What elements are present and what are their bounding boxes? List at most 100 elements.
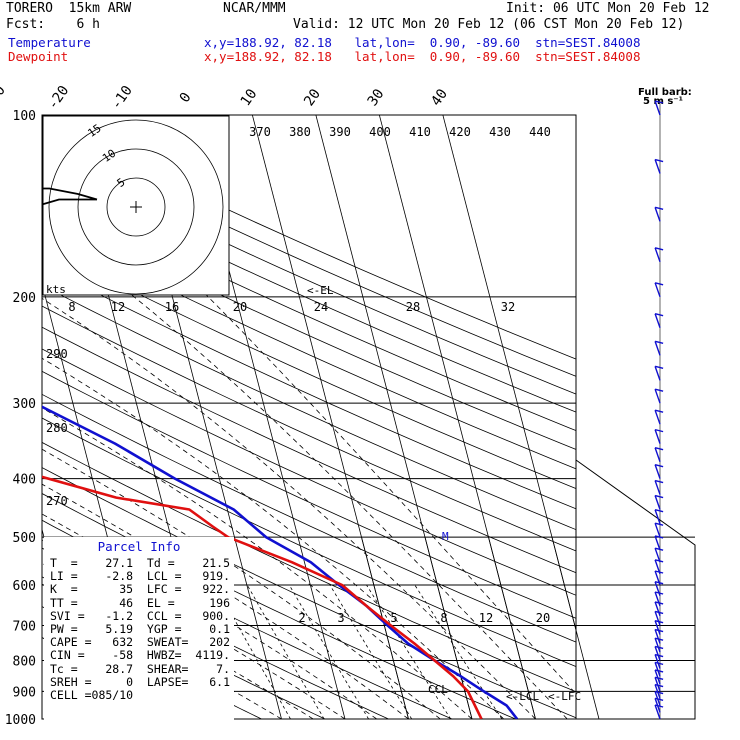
- wind-barb-550: [654, 547, 664, 563]
- mixing-ratio-label-3: 3: [337, 611, 344, 625]
- moist-adiabat-20: [42, 407, 473, 719]
- parcel-row: LI = -2.8 LCL = 919.: [50, 569, 231, 584]
- parcel-row: T = 27.1 Td = 21.5: [50, 556, 231, 570]
- moist-adiabat-35: [42, 226, 568, 719]
- wind-barb-500: [654, 522, 664, 538]
- wind-barb-675: [654, 601, 664, 617]
- wind-barb-900: [654, 676, 664, 692]
- hodo-speed-label-32: 32: [501, 300, 515, 314]
- wind-barb-175: [654, 247, 664, 263]
- pressure-label-200: 200: [13, 291, 36, 306]
- init-time: Init: 06 UTC Mon 20 Feb 12: [506, 1, 710, 16]
- temp-label--30: -30: [0, 83, 9, 113]
- mixing-ratio-3: [246, 584, 325, 719]
- wind-barb-875: [654, 669, 664, 685]
- mixing-ratio-8: [329, 584, 413, 719]
- hodo-speed-label-16: 16: [165, 300, 179, 314]
- dry-adiabat-390: [42, 284, 576, 531]
- wind-barb-525: [654, 535, 664, 551]
- parcel-row: PW = 5.19 YGP = 0.1: [50, 622, 231, 636]
- wind-barb-425: [654, 479, 664, 495]
- parcel-row: SREH = 0 LAPSE= 6.1: [50, 674, 231, 689]
- wind-barb-125: [654, 158, 664, 174]
- wind-barb-300: [654, 388, 664, 404]
- mixing-ratio-label-8: 8: [440, 611, 447, 625]
- wind-barb-200: [654, 282, 664, 298]
- hodo-ring-3: [48, 119, 224, 295]
- parcel-info-title: Parcel Info: [97, 539, 181, 554]
- barb-title: Full barb:: [638, 87, 692, 98]
- chart-frame: [41, 100, 696, 720]
- wind-barb-725: [654, 619, 664, 635]
- wind-barb-350: [654, 428, 664, 444]
- wind-barb-850: [654, 661, 664, 677]
- temp-label-20: 20: [301, 86, 324, 109]
- parcel-row: CAPE = 632 SWEAT= 202: [50, 635, 231, 650]
- wind-barb-325: [654, 409, 664, 425]
- parcel-row: TT = 46 EL = 196: [50, 595, 231, 610]
- wind-barb-250: [654, 340, 664, 356]
- wind-barbs: [654, 100, 664, 720]
- wind-barb-825: [654, 653, 664, 669]
- parcel-row: Tc = 28.7 SHEAR= 7.: [50, 661, 231, 676]
- dry-adiabat-430: [42, 207, 576, 450]
- axis-labels: 1002003004005006007008009001000-80-70-60…: [0, 83, 692, 728]
- lower-isotherm-30: [488, 537, 536, 719]
- dry-adiabat-460: [42, 153, 576, 395]
- moist-adiabat-10: [42, 483, 409, 719]
- hodo-speed-label-8: 8: [68, 300, 75, 314]
- wind-barb-775: [654, 637, 664, 653]
- forecast-hour: Fcst: 6 h: [6, 17, 100, 32]
- dewpoint-line: [42, 475, 483, 719]
- level-label-4: <-LFC: [548, 690, 581, 703]
- plot-border: [41, 114, 577, 720]
- dry-adiabat-480: [42, 119, 576, 360]
- dry-adiabat-330: [42, 417, 576, 667]
- mixing-ratio-label-20: 20: [536, 611, 550, 625]
- temperature-location: x,y=188.92, 82.18 lat,lon= 0.90, -89.60 …: [204, 35, 641, 50]
- dewpoint-location: x,y=188.92, 82.18 lat,lon= 0.90, -89.60 …: [204, 49, 641, 64]
- wind-barb-225: [654, 313, 664, 328]
- parcel-row: CIN = -58 HWBZ= 4119.: [50, 648, 231, 663]
- theta-label-420: 420: [449, 125, 471, 139]
- theta-label-390: 390: [329, 125, 351, 139]
- barb-units: 5 m s⁻¹: [643, 96, 683, 107]
- parcel-row: CELL =085/10: [50, 688, 134, 702]
- moist-adiabat-30: [42, 297, 536, 719]
- temp-label--10: -10: [108, 83, 136, 113]
- dry-adiabat-320: [42, 441, 576, 693]
- valid-time: Valid: 12 UTC Mon 20 Feb 12 (06 CST Mon …: [293, 17, 685, 32]
- level-label-3: <-LCL: [506, 690, 539, 703]
- hodo-units: kts: [46, 283, 66, 296]
- wind-barb-1000: [654, 704, 664, 720]
- temp-label-40: 40: [428, 86, 451, 109]
- pressure-label-100: 100: [13, 109, 36, 124]
- temp-label-10: 10: [238, 86, 261, 109]
- temperature-legend: Temperature: [8, 35, 91, 50]
- wind-barb-700: [654, 610, 664, 626]
- wind-barb-100: [654, 100, 664, 116]
- hodograph-trace: [43, 187, 98, 206]
- lower-isotherm-40: [551, 537, 600, 719]
- parcel-info-panel: Parcel Info T = 27.1 Td = 21.5 LI = -2.8 …: [44, 537, 234, 727]
- dry-adiabat-350: [42, 370, 576, 619]
- pressure-label-500: 500: [13, 531, 36, 546]
- dry-adiabat-400: [42, 264, 576, 510]
- parcel-row: K = 35 LFC = 922.: [50, 582, 231, 597]
- level-label-0: <-EL: [307, 284, 334, 297]
- moist-adiabat-15: [42, 448, 441, 719]
- sounding-series: [42, 405, 519, 719]
- wind-barb-800: [654, 645, 664, 661]
- wind-barb-750: [654, 628, 664, 644]
- theta-label-370: 370: [249, 125, 271, 139]
- wind-barb-150: [654, 206, 664, 222]
- mixing-ratio-label-5: 5: [390, 611, 397, 625]
- model-title: TORERO 15km ARW: [6, 1, 132, 16]
- pressure-label-300: 300: [13, 397, 36, 412]
- theta-label-410: 410: [409, 125, 431, 139]
- temp-label--20: -20: [45, 83, 73, 113]
- wind-barb-375: [654, 447, 664, 462]
- moist-adiabat-40: [130, 221, 576, 695]
